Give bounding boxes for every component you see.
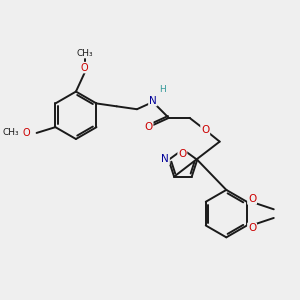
Text: O: O <box>201 125 209 135</box>
Text: O: O <box>248 224 256 233</box>
Text: CH₃: CH₃ <box>3 128 19 137</box>
Text: O: O <box>81 63 88 73</box>
Text: N: N <box>161 154 169 164</box>
Text: O: O <box>178 149 187 159</box>
Text: H: H <box>159 85 166 94</box>
Text: O: O <box>144 122 153 132</box>
Text: CH₃: CH₃ <box>76 49 93 58</box>
Text: O: O <box>22 128 30 138</box>
Text: N: N <box>149 95 157 106</box>
Text: O: O <box>248 194 256 204</box>
